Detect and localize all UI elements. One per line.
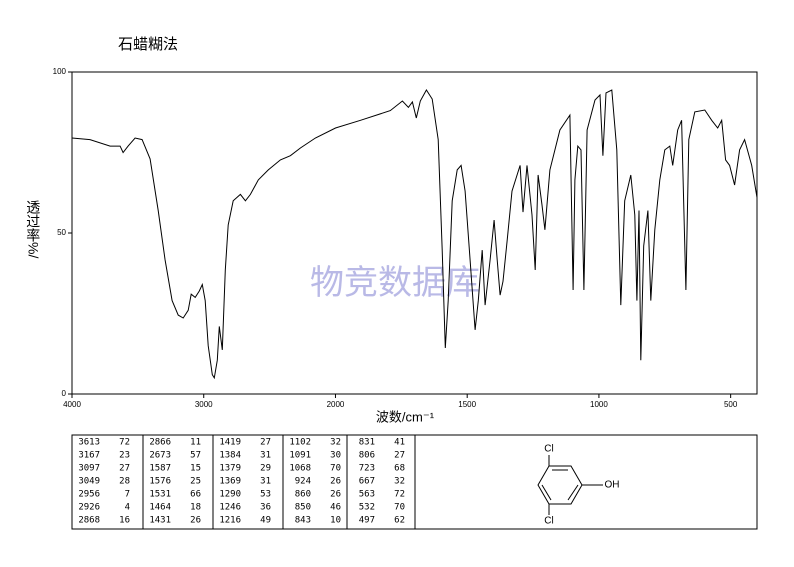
substituent: Cl <box>544 444 553 455</box>
peak-transmittance: 49 <box>260 516 271 526</box>
peak-wavenumber: 2956 <box>78 490 100 500</box>
peak-transmittance: 31 <box>260 477 271 487</box>
peak-transmittance: 32 <box>394 477 405 487</box>
peak-wavenumber: 2673 <box>149 451 171 461</box>
x-axis-label: 波数/cm⁻¹ <box>376 409 435 424</box>
structure-bonds <box>537 455 603 515</box>
y-tick-label: 100 <box>53 67 67 76</box>
peak-transmittance: 53 <box>260 490 271 500</box>
peak-wavenumber: 1290 <box>219 490 241 500</box>
peak-wavenumber: 3049 <box>78 477 100 487</box>
peak-transmittance: 26 <box>330 490 341 500</box>
peak-wavenumber: 1091 <box>289 451 311 461</box>
substituent: Cl <box>544 516 553 527</box>
spectrum-line <box>71 89 758 380</box>
peak-wavenumber: 1576 <box>149 477 171 487</box>
peak-wavenumber: 1384 <box>219 451 241 461</box>
peak-transmittance: 23 <box>119 451 130 461</box>
y-axis-label: 透过率%/ <box>25 200 41 258</box>
peak-transmittance: 4 <box>125 503 130 513</box>
peak-wavenumber: 3097 <box>78 464 100 474</box>
peak-wavenumber: 1419 <box>219 438 241 448</box>
peak-wavenumber: 2868 <box>78 516 100 526</box>
x-tick-label: 2000 <box>327 400 345 409</box>
chart-title: 石蜡糊法 <box>118 36 178 53</box>
peak-transmittance: 30 <box>330 451 341 461</box>
peak-transmittance: 18 <box>190 503 201 513</box>
peak-transmittance: 27 <box>260 438 271 448</box>
peak-transmittance: 29 <box>260 464 271 474</box>
y-tick-label: 50 <box>57 228 66 237</box>
peak-wavenumber: 532 <box>359 503 375 513</box>
peak-transmittance: 26 <box>190 516 201 526</box>
peak-transmittance: 25 <box>190 477 201 487</box>
peak-transmittance: 32 <box>330 438 341 448</box>
peak-wavenumber: 1531 <box>149 490 171 500</box>
peak-transmittance: 26 <box>330 477 341 487</box>
peak-wavenumber: 1369 <box>219 477 241 487</box>
peak-transmittance: 7 <box>125 490 130 500</box>
peak-transmittance: 66 <box>190 490 201 500</box>
peak-transmittance: 41 <box>394 438 405 448</box>
y-tick-label: 0 <box>62 389 67 398</box>
peak-wavenumber: 1068 <box>289 464 311 474</box>
x-tick-label: 1000 <box>590 400 608 409</box>
peak-wavenumber: 667 <box>359 477 375 487</box>
peak-wavenumber: 831 <box>359 438 375 448</box>
peak-wavenumber: 497 <box>359 516 375 526</box>
peak-transmittance: 28 <box>119 477 130 487</box>
peak-wavenumber: 3613 <box>78 438 100 448</box>
peak-wavenumber: 1216 <box>219 516 241 526</box>
peak-transmittance: 72 <box>119 438 130 448</box>
peak-transmittance: 27 <box>119 464 130 474</box>
peak-wavenumber: 806 <box>359 451 375 461</box>
peak-wavenumber: 2866 <box>149 438 171 448</box>
peak-wavenumber: 860 <box>295 490 311 500</box>
peak-wavenumber: 3167 <box>78 451 100 461</box>
peak-wavenumber: 563 <box>359 490 375 500</box>
peak-transmittance: 72 <box>394 490 405 500</box>
peak-wavenumber: 723 <box>359 464 375 474</box>
peak-wavenumber: 1379 <box>219 464 241 474</box>
peak-wavenumber: 843 <box>295 516 311 526</box>
peak-transmittance: 10 <box>330 516 341 526</box>
peak-transmittance: 31 <box>260 451 271 461</box>
peak-transmittance: 70 <box>330 464 341 474</box>
peak-wavenumber: 1246 <box>219 503 241 513</box>
table-dividers <box>142 435 416 529</box>
peak-transmittance: 11 <box>190 438 201 448</box>
watermark: 物竞数据库 <box>310 264 480 302</box>
peak-wavenumber: 850 <box>295 503 311 513</box>
peak-wavenumber: 2926 <box>78 503 100 513</box>
peak-wavenumber: 1431 <box>149 516 171 526</box>
peak-transmittance: 36 <box>260 503 271 513</box>
peak-wavenumber: 1102 <box>289 438 311 448</box>
peak-transmittance: 62 <box>394 516 405 526</box>
peak-transmittance: 15 <box>190 464 201 474</box>
x-tick-label: 3000 <box>195 400 213 409</box>
x-tick-label: 500 <box>724 400 738 409</box>
peak-wavenumber: 924 <box>295 477 311 487</box>
peak-transmittance: 57 <box>190 451 201 461</box>
peak-transmittance: 46 <box>330 503 341 513</box>
x-tick-label: 4000 <box>63 400 81 409</box>
peak-wavenumber: 1464 <box>149 503 171 513</box>
peak-transmittance: 27 <box>394 451 405 461</box>
peak-transmittance: 68 <box>394 464 405 474</box>
peak-transmittance: 16 <box>119 516 130 526</box>
x-tick-label: 1500 <box>458 400 476 409</box>
peak-wavenumber: 1587 <box>149 464 171 474</box>
peak-transmittance: 70 <box>394 503 405 513</box>
substituent: OH <box>605 480 620 491</box>
